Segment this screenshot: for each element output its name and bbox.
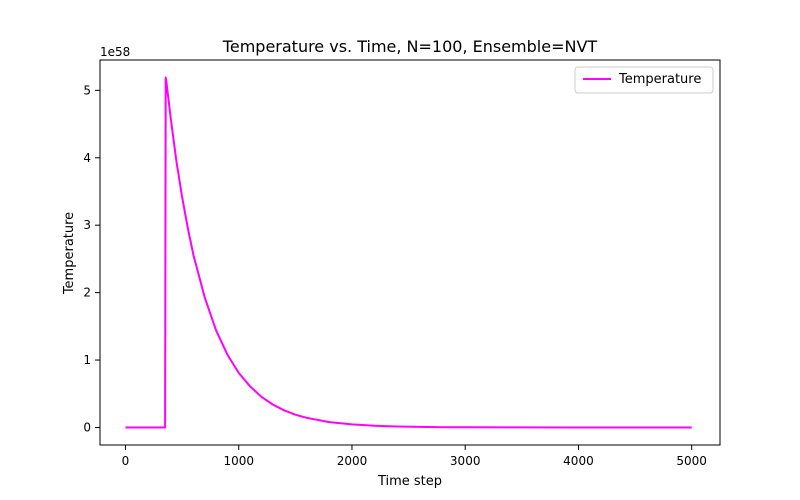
x-axis: 0 1000 2000 3000 4000 5000 xyxy=(122,445,707,468)
y-offset-label: 1e58 xyxy=(100,45,130,59)
x-tick-label: 5000 xyxy=(676,454,707,468)
x-axis-label: Time step xyxy=(377,474,442,489)
y-axis-label: Temperature xyxy=(62,212,77,295)
y-tick-label: 5 xyxy=(83,83,91,97)
x-tick-label: 1000 xyxy=(223,454,254,468)
y-tick-label: 4 xyxy=(83,151,91,165)
y-tick-label: 3 xyxy=(83,218,91,232)
x-tick-label: 3000 xyxy=(450,454,481,468)
series-line-0 xyxy=(125,76,692,429)
x-tick-label: 2000 xyxy=(337,454,368,468)
legend-label: Temperature xyxy=(618,72,701,87)
y-axis: 0 1 2 3 4 5 xyxy=(83,83,100,434)
plot-frame xyxy=(99,59,721,446)
y-tick-label: 2 xyxy=(83,286,91,300)
plot-area xyxy=(125,76,692,429)
x-tick-label: 4000 xyxy=(563,454,594,468)
y-tick-label: 1 xyxy=(83,353,91,367)
legend: Temperature xyxy=(574,66,714,94)
x-tick-label: 0 xyxy=(122,454,130,468)
chart-title: Temperature vs. Time, N=100, Ensemble=NV… xyxy=(222,37,598,56)
legend-box xyxy=(574,66,714,94)
y-tick-label: 0 xyxy=(83,420,91,434)
